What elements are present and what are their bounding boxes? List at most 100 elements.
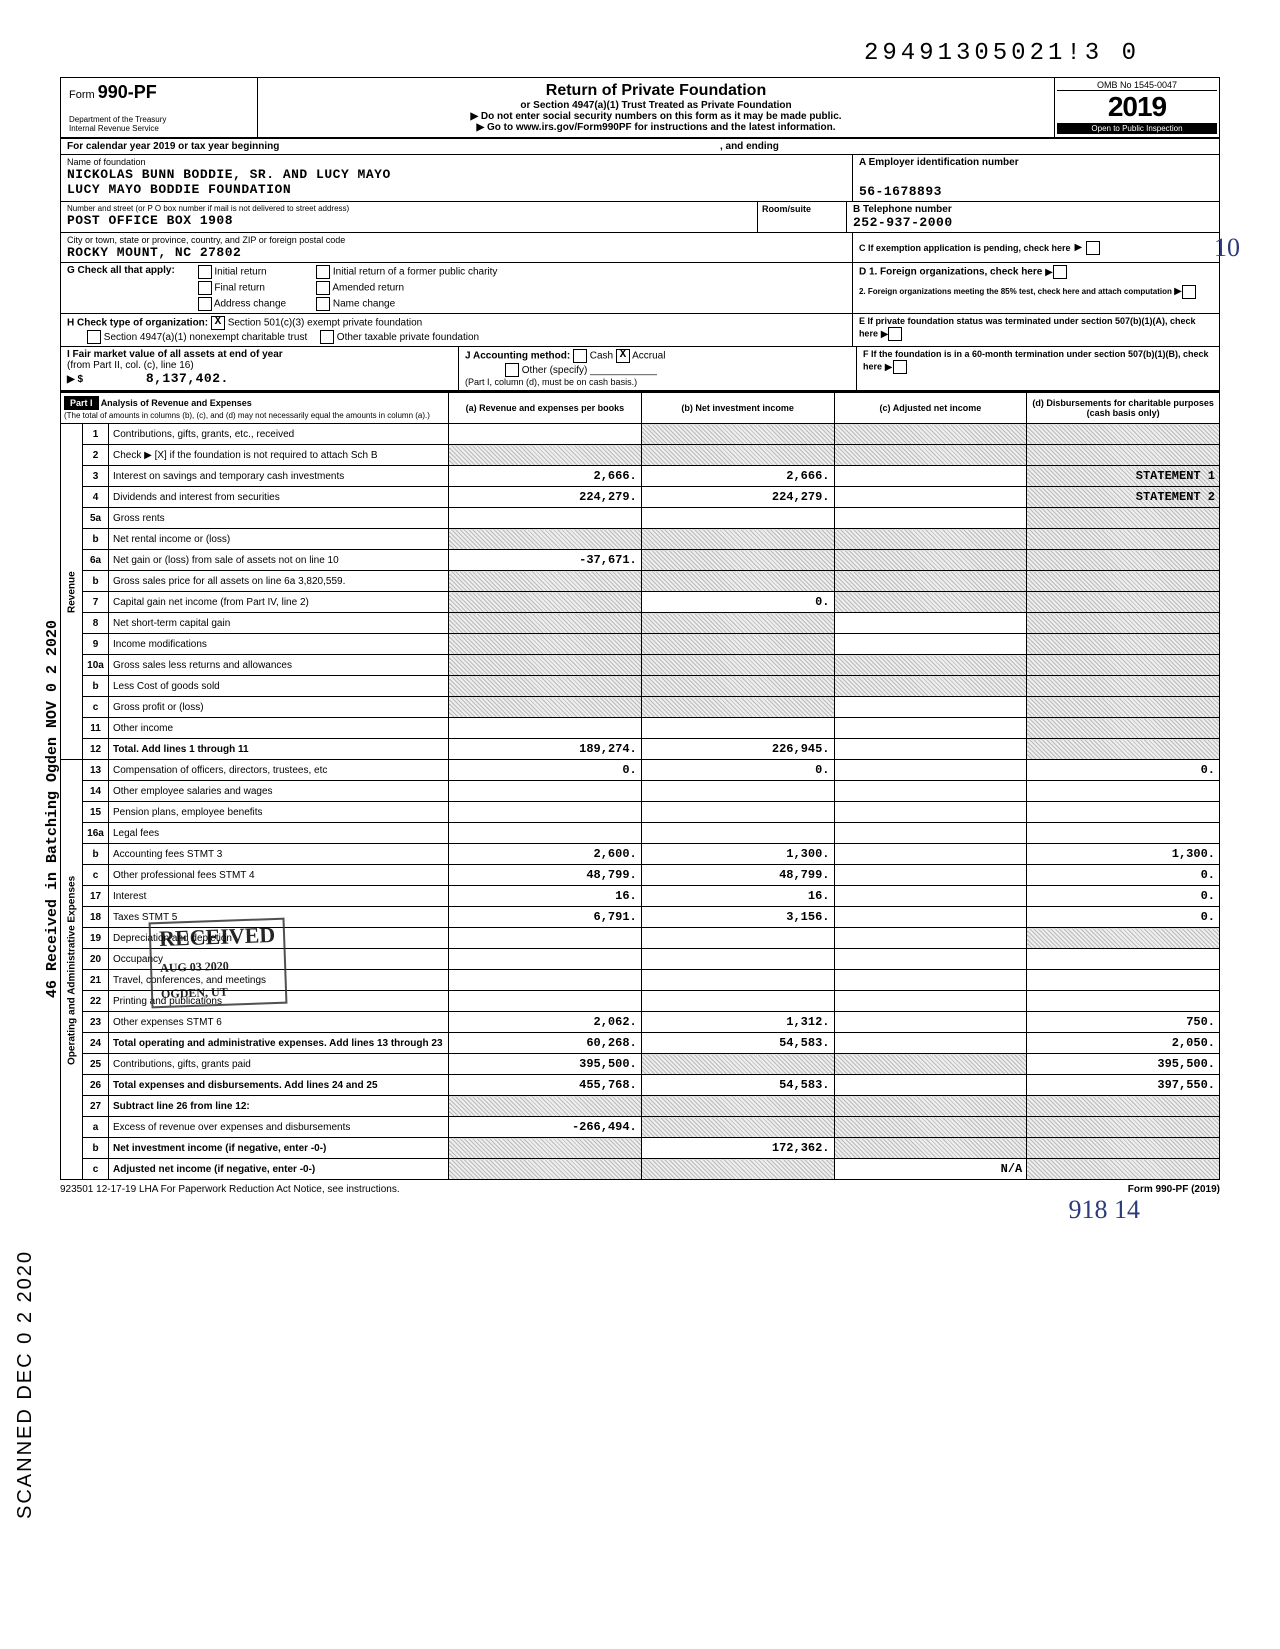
col-c-header: (c) Adjusted net income — [834, 393, 1027, 424]
col-b-header: (b) Net investment income — [641, 393, 834, 424]
cell-d — [1027, 781, 1220, 802]
c-exemption-checkbox[interactable] — [1086, 241, 1100, 255]
phone-label: B Telephone number — [853, 204, 1213, 215]
g-opt-2: Address change — [214, 299, 286, 310]
cell-b — [641, 655, 834, 676]
line-number: 7 — [83, 592, 109, 613]
line-description: Total expenses and disbursements. Add li… — [109, 1075, 449, 1096]
cell-b — [641, 508, 834, 529]
g-amended-checkbox[interactable] — [316, 281, 330, 295]
cell-d: 395,500. — [1027, 1054, 1220, 1075]
line-number: 6a — [83, 550, 109, 571]
cell-a: 2,062. — [449, 1012, 642, 1033]
cell-d: 750. — [1027, 1012, 1220, 1033]
cell-d: STATEMENT 1 — [1027, 466, 1220, 487]
cell-b: 224,279. — [641, 487, 834, 508]
g-initial-return-checkbox[interactable] — [198, 265, 212, 279]
line-number: b — [83, 676, 109, 697]
cell-c — [834, 1033, 1027, 1054]
line-description: Gross sales less returns and allowances — [109, 655, 449, 676]
cell-b — [641, 571, 834, 592]
table-row: 25Contributions, gifts, grants paid395,5… — [61, 1054, 1220, 1075]
j-accrual-checkbox[interactable]: X — [616, 349, 630, 363]
line-number: 20 — [83, 949, 109, 970]
cell-c — [834, 844, 1027, 865]
f-label: F If the foundation is in a 60-month ter… — [863, 349, 1209, 372]
i-label: I Fair market value of all assets at end… — [67, 349, 283, 360]
line-description: Total. Add lines 1 through 11 — [109, 739, 449, 760]
g-final-return-checkbox[interactable] — [198, 281, 212, 295]
cell-c — [834, 781, 1027, 802]
g-label: G Check all that apply: — [67, 265, 175, 276]
line-description: Other employee salaries and wages — [109, 781, 449, 802]
line-number: b — [83, 529, 109, 550]
cell-b — [641, 928, 834, 949]
table-row: Revenue1Contributions, gifts, grants, et… — [61, 424, 1220, 445]
cell-c — [834, 592, 1027, 613]
h-other-checkbox[interactable] — [320, 330, 334, 344]
top-doc-number: 29491305021!3 0 — [60, 40, 1220, 67]
cell-c — [834, 718, 1027, 739]
cell-a — [449, 424, 642, 445]
cell-c — [834, 550, 1027, 571]
table-row: 4Dividends and interest from securities2… — [61, 487, 1220, 508]
line-description: Pension plans, employee benefits — [109, 802, 449, 823]
h-501c3-checkbox[interactable]: X — [211, 316, 225, 330]
line-number: 8 — [83, 613, 109, 634]
table-row: cAdjusted net income (if negative, enter… — [61, 1159, 1220, 1180]
cell-d: 1,300. — [1027, 844, 1220, 865]
form-label: Form — [69, 89, 95, 101]
handwritten-top: 10 — [1214, 233, 1240, 263]
revenue-side-label: Revenue — [61, 424, 83, 760]
cell-c — [834, 949, 1027, 970]
j-cash-checkbox[interactable] — [573, 349, 587, 363]
cell-a — [449, 1096, 642, 1117]
line-number: 11 — [83, 718, 109, 739]
line-number: 17 — [83, 886, 109, 907]
cell-d — [1027, 949, 1220, 970]
dept-treasury: Department of the Treasury — [69, 115, 249, 124]
col-a-header: (a) Revenue and expenses per books — [449, 393, 642, 424]
ein-label: A Employer identification number — [859, 157, 1213, 168]
line-number: 27 — [83, 1096, 109, 1117]
d1-checkbox[interactable] — [1053, 265, 1067, 279]
e-checkbox[interactable] — [888, 327, 902, 341]
cell-b — [641, 1096, 834, 1117]
cell-d: STATEMENT 2 — [1027, 487, 1220, 508]
line-description: Gross profit or (loss) — [109, 697, 449, 718]
omb-number: OMB No 1545-0047 — [1057, 80, 1217, 91]
line-description: Other professional fees STMT 4 — [109, 865, 449, 886]
g-name-change-checkbox[interactable] — [316, 297, 330, 311]
cell-c — [834, 1075, 1027, 1096]
g-address-change-checkbox[interactable] — [198, 297, 212, 311]
cell-d: 0. — [1027, 760, 1220, 781]
cell-c — [834, 1012, 1027, 1033]
g-initial-former-checkbox[interactable] — [316, 265, 330, 279]
line-description: Legal fees — [109, 823, 449, 844]
line-description: Income modifications — [109, 634, 449, 655]
cell-d — [1027, 508, 1220, 529]
j-other-checkbox[interactable] — [505, 363, 519, 377]
f-checkbox[interactable] — [893, 360, 907, 374]
cell-a: -266,494. — [449, 1117, 642, 1138]
line-number: 13 — [83, 760, 109, 781]
cell-b — [641, 1117, 834, 1138]
cell-b: 48,799. — [641, 865, 834, 886]
line-description: Total operating and administrative expen… — [109, 1033, 449, 1054]
cell-c — [834, 1054, 1027, 1075]
city-label: City or town, state or province, country… — [67, 235, 846, 245]
footer-left: 923501 12-17-19 LHA For Paperwork Reduct… — [60, 1184, 400, 1195]
d2-checkbox[interactable] — [1182, 285, 1196, 299]
cell-b — [641, 1159, 834, 1180]
cell-a — [449, 655, 642, 676]
cell-c — [834, 529, 1027, 550]
h-4947-checkbox[interactable] — [87, 330, 101, 344]
table-row: 24Total operating and administrative exp… — [61, 1033, 1220, 1054]
cell-a — [449, 697, 642, 718]
cell-a: 6,791. — [449, 907, 642, 928]
table-row: 16aLegal fees — [61, 823, 1220, 844]
d2-label: 2. Foreign organizations meeting the 85%… — [859, 287, 1172, 296]
cell-a — [449, 949, 642, 970]
cell-a — [449, 1159, 642, 1180]
part1-label: Part I — [64, 396, 99, 410]
